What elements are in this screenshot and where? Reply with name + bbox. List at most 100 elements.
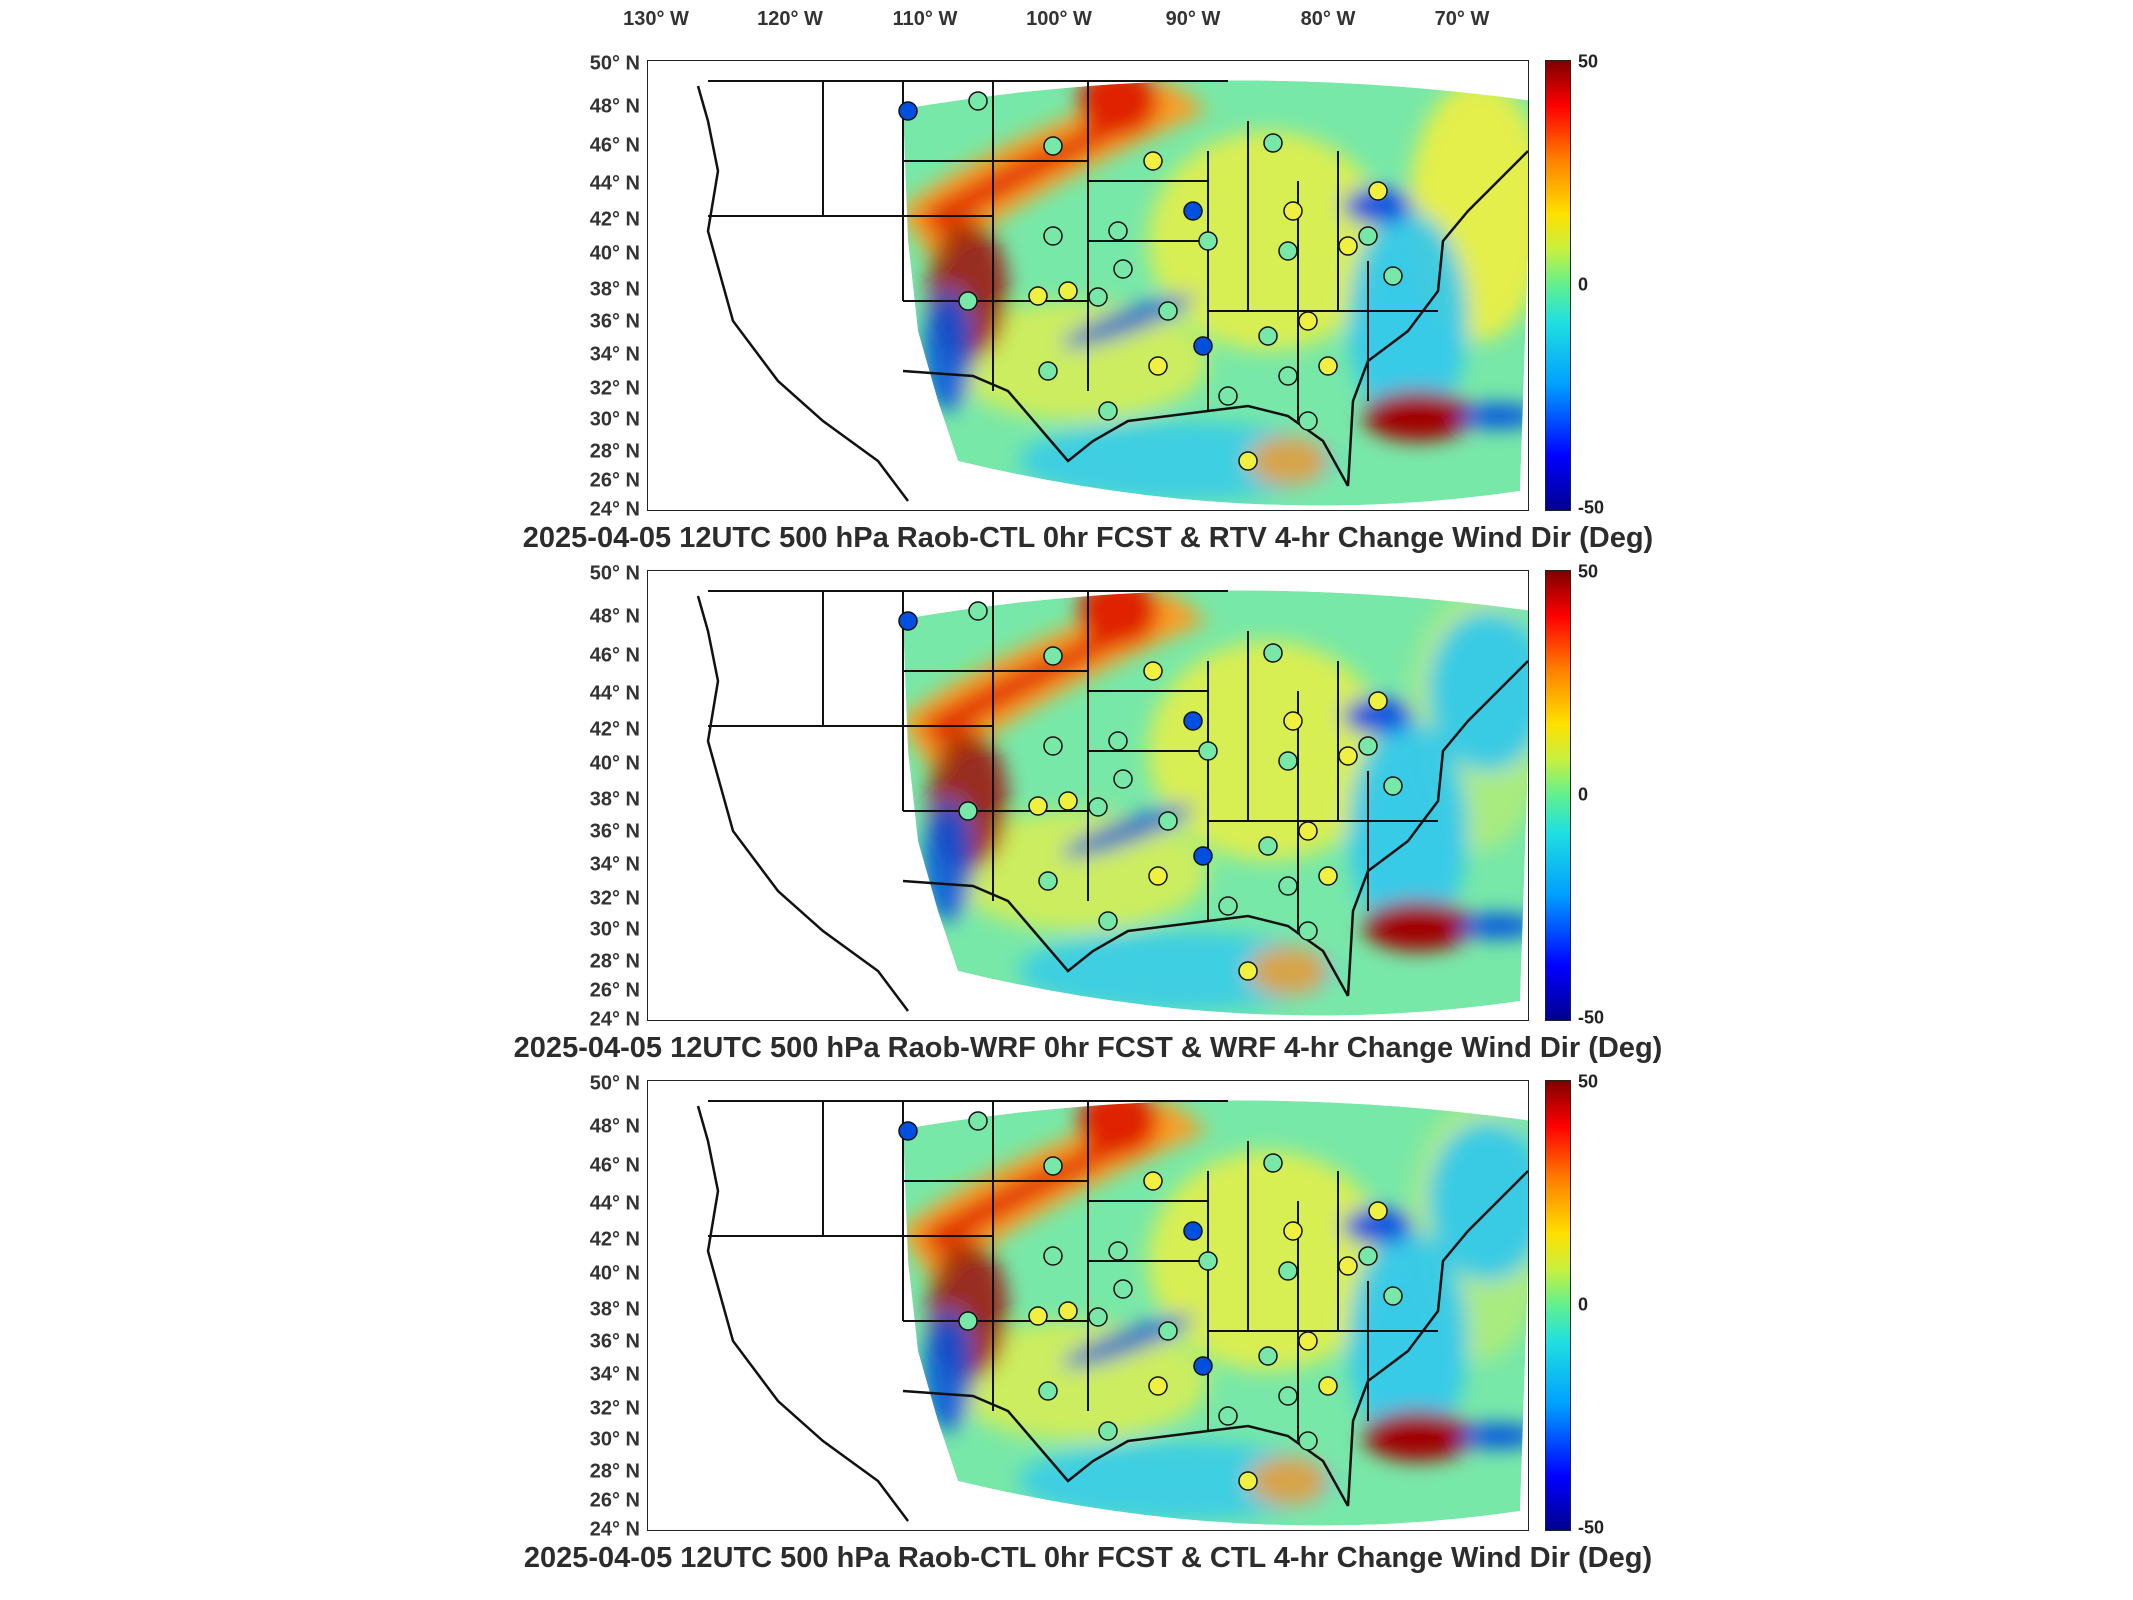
colorbar-mid-label: 0 <box>1578 1294 1589 1315</box>
red-band <box>923 1131 1138 1256</box>
red-area <box>1363 391 1473 441</box>
raob-station-marker <box>1183 201 1203 221</box>
raob-station-marker <box>1278 1386 1298 1406</box>
raob-station-marker <box>1043 736 1063 756</box>
raob-station-marker <box>1113 769 1133 789</box>
map-area <box>647 570 1529 1021</box>
colorbar-mid-label: 0 <box>1578 274 1589 295</box>
lat-label: 44° N <box>589 172 640 195</box>
raob-station-marker <box>1043 136 1063 156</box>
raob-station-marker <box>1158 301 1178 321</box>
blue-area <box>923 1311 973 1431</box>
raob-station-marker <box>1283 1221 1303 1241</box>
raob-station-marker <box>1238 451 1258 471</box>
lon-label-70w: 70° W <box>1434 8 1490 30</box>
raob-station-marker <box>1283 711 1303 731</box>
raob-station-marker <box>1088 1307 1108 1327</box>
panel-title: 2025-04-05 12UTC 500 hPa Raob-WRF 0hr FC… <box>513 1032 1663 1064</box>
raob-station-marker <box>1263 133 1283 153</box>
raob-station-marker <box>1108 221 1128 241</box>
warm-area <box>1248 1456 1328 1506</box>
state-borders <box>708 590 1438 931</box>
raob-station-marker <box>1058 791 1078 811</box>
raob-station-marker <box>1113 259 1133 279</box>
red-core <box>1078 1100 1158 1156</box>
raob-station-marker <box>1218 386 1238 406</box>
raob-station-marker <box>1278 876 1298 896</box>
raob-station-marker <box>1143 151 1163 171</box>
raob-station-marker <box>1263 1153 1283 1173</box>
raob-station-marker <box>1143 661 1163 681</box>
map-area <box>647 1080 1529 1531</box>
lat-label: 40° N <box>589 752 640 775</box>
blue-area <box>1343 698 1413 734</box>
raob-station-marker <box>1318 866 1338 886</box>
lat-label: 24° N <box>589 1008 640 1031</box>
lat-label: 46° N <box>589 644 640 667</box>
raob-station-marker <box>1358 226 1378 246</box>
lat-label: 30° N <box>589 918 640 941</box>
red-core <box>1078 80 1158 136</box>
colorbar-min-label: -50 <box>1578 1007 1605 1028</box>
lat-label: 38° N <box>589 1298 640 1321</box>
raob-station-marker <box>1143 1171 1163 1191</box>
lat-label: 42° N <box>589 718 640 741</box>
raob-station-marker <box>1383 776 1403 796</box>
lat-label: 28° N <box>589 950 640 973</box>
raob-station-marker <box>1368 691 1388 711</box>
raob-station-marker <box>1298 411 1318 431</box>
raob-station-marker <box>1298 311 1318 331</box>
state-borders <box>708 1100 1438 1441</box>
raob-station-marker <box>1383 266 1403 286</box>
raob-station-marker <box>1258 1346 1278 1366</box>
cyan-area <box>1348 1231 1468 1451</box>
lon-label-100w: 100° W <box>1026 8 1092 30</box>
raob-station-marker <box>1193 846 1213 866</box>
raob-station-marker <box>1198 231 1218 251</box>
lat-label: 46° N <box>589 134 640 157</box>
lat-label: 46° N <box>589 1154 640 1177</box>
raob-station-marker <box>1148 866 1168 886</box>
raob-station-marker <box>1108 731 1128 751</box>
raob-station-marker <box>958 1311 978 1331</box>
cyan-area <box>1428 611 1528 771</box>
lat-label: 50° N <box>589 1072 640 1095</box>
lon-label-130w: 130° W <box>623 8 689 30</box>
lat-label: 24° N <box>589 498 640 521</box>
raob-station-marker <box>1058 281 1078 301</box>
blue-area <box>1458 404 1528 428</box>
raob-station-marker <box>1263 643 1283 663</box>
cyan-area <box>1018 1441 1338 1521</box>
raob-station-marker <box>1038 361 1058 381</box>
raob-station-marker <box>1198 1251 1218 1271</box>
colorbar-min-label: -50 <box>1578 497 1605 518</box>
raob-station-marker <box>1368 181 1388 201</box>
raob-station-marker <box>1283 201 1303 221</box>
lat-label: 40° N <box>589 1262 640 1285</box>
lat-label: 40° N <box>589 242 640 265</box>
lat-label: 32° N <box>589 1397 640 1420</box>
lat-label: 50° N <box>589 562 640 585</box>
raob-station-marker <box>1258 836 1278 856</box>
raob-station-marker <box>1028 286 1048 306</box>
cyan-area <box>1348 721 1468 941</box>
raob-station-marker <box>1028 1306 1048 1326</box>
lat-label: 36° N <box>589 1330 640 1353</box>
map-svg <box>696 590 1528 1016</box>
raob-station-marker <box>1193 336 1213 356</box>
lat-label: 44° N <box>589 682 640 705</box>
colorbar-max-label: 50 <box>1578 51 1599 72</box>
raob-station-marker <box>1278 1261 1298 1281</box>
raob-stations <box>898 1111 1403 1491</box>
raob-station-marker <box>898 1121 918 1141</box>
raob-station-marker <box>1038 871 1058 891</box>
raob-station-marker <box>1238 1471 1258 1491</box>
lat-label: 42° N <box>589 208 640 231</box>
red-core <box>1078 590 1158 646</box>
raob-station-marker <box>1338 746 1358 766</box>
yellow-area <box>948 301 1208 421</box>
raob-station-marker <box>1088 287 1108 307</box>
lat-label: 28° N <box>589 1460 640 1483</box>
lat-label: 36° N <box>589 310 640 333</box>
coastline <box>696 85 1528 502</box>
